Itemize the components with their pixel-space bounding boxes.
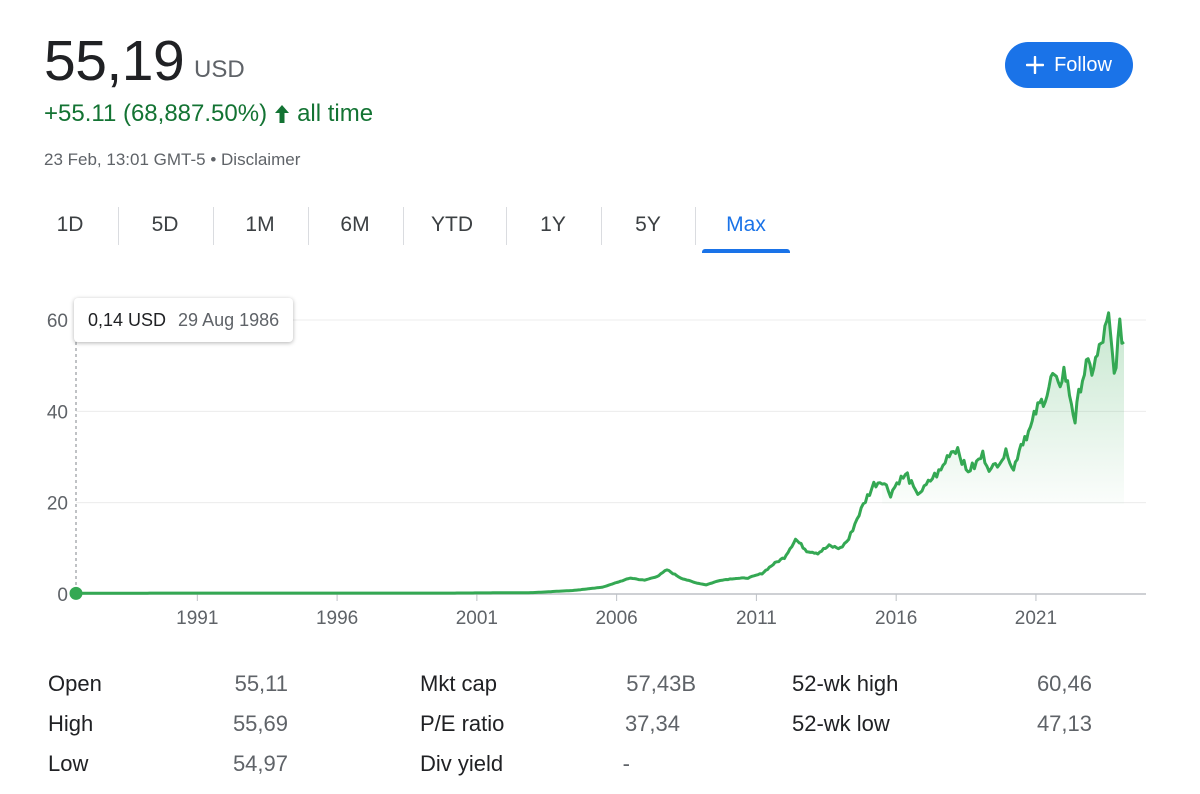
stat-label-mkt-cap: Mkt cap: [420, 671, 498, 696]
stat-value-pe-ratio: 37,34: [624, 711, 680, 736]
tab-divider: [403, 207, 404, 245]
price-chart[interactable]: 0 20 40 60 1991 1996 2001 2006 2011 2016 2021: [0, 280, 1200, 640]
stat-value-mkt-cap: 57,43B: [626, 671, 696, 696]
arrow-up-icon: [275, 105, 290, 123]
x-tick-label: 2001: [456, 608, 498, 629]
stat-label-high: High: [48, 711, 94, 736]
disclaimer-link[interactable]: Disclaimer: [221, 150, 301, 169]
tab-5y[interactable]: 5Y: [635, 213, 661, 236]
y-tick-label: 0: [57, 585, 68, 606]
change-amount: +55.11 (68,887.50%): [44, 100, 268, 127]
stat-label-low: Low: [48, 751, 89, 776]
stat-label-div-yield: Div yield: [420, 751, 504, 776]
tab-divider: [308, 207, 309, 245]
x-tick-label: 1996: [316, 608, 358, 629]
tab-6m[interactable]: 6M: [340, 213, 370, 236]
hover-dot: [69, 586, 83, 600]
timestamp: 23 Feb, 13:01 GMT-5: [44, 150, 206, 169]
stat-value-52wk-high: 60,46: [1036, 671, 1092, 696]
stat-label-open: Open: [48, 671, 102, 696]
plus-icon: [1026, 56, 1045, 74]
stat-label-52wk-high: 52-wk high: [792, 671, 899, 696]
tab-1d[interactable]: 1D: [56, 213, 84, 236]
tab-1y[interactable]: 1Y: [540, 213, 566, 236]
tab-divider: [695, 207, 696, 245]
y-tick-label: 60: [47, 311, 68, 332]
currency-label: USD: [194, 56, 245, 83]
x-tick-label: 2016: [875, 608, 917, 629]
timestamp-line: 23 Feb, 13:01 GMT-5 • Disclaimer: [44, 150, 300, 170]
x-tick-label: 2006: [595, 608, 637, 629]
tab-ytd[interactable]: YTD: [431, 213, 473, 236]
price-change: +55.11 (68,887.50%) all time: [44, 100, 373, 128]
stat-value-open: 55,11: [234, 671, 288, 696]
stat-label-pe-ratio: P/E ratio: [420, 711, 505, 736]
tab-1m[interactable]: 1M: [245, 213, 275, 236]
follow-label: Follow: [1054, 53, 1112, 76]
stat-label-52wk-low: 52-wk low: [792, 711, 890, 736]
x-tick-label: 1991: [176, 608, 218, 629]
y-tick-label: 40: [47, 402, 68, 423]
chart-tooltip: 0,14 USD 29 Aug 1986: [74, 298, 294, 342]
tooltip-date: 29 Aug 1986: [178, 309, 280, 330]
stat-value-low: 54,97: [232, 751, 288, 776]
x-tick-label: 2021: [1015, 608, 1057, 629]
tab-5d[interactable]: 5D: [151, 213, 179, 236]
tab-divider: [601, 207, 602, 245]
stock-price: 55,19: [44, 29, 185, 93]
tab-max[interactable]: Max: [700, 204, 792, 253]
tab-divider: [118, 207, 119, 245]
price-area: [882, 312, 1124, 504]
price-line: [76, 311, 1125, 595]
y-tick-label: 20: [47, 494, 68, 515]
stat-value-52wk-low: 47,13: [1036, 711, 1092, 736]
tooltip-value: 0,14 USD: [88, 309, 167, 330]
follow-button[interactable]: Follow: [1005, 42, 1133, 88]
tab-divider: [506, 207, 507, 245]
key-stats: Open 55,11 High 55,69 Low 54,97 Mkt cap …: [0, 664, 1200, 784]
tab-divider: [213, 207, 214, 245]
separator-dot: •: [210, 150, 217, 169]
x-tick-label: 2011: [736, 608, 777, 629]
stat-value-high: 55,69: [232, 711, 288, 736]
change-period: all time: [297, 100, 374, 127]
stat-value-div-yield: -: [622, 751, 630, 776]
